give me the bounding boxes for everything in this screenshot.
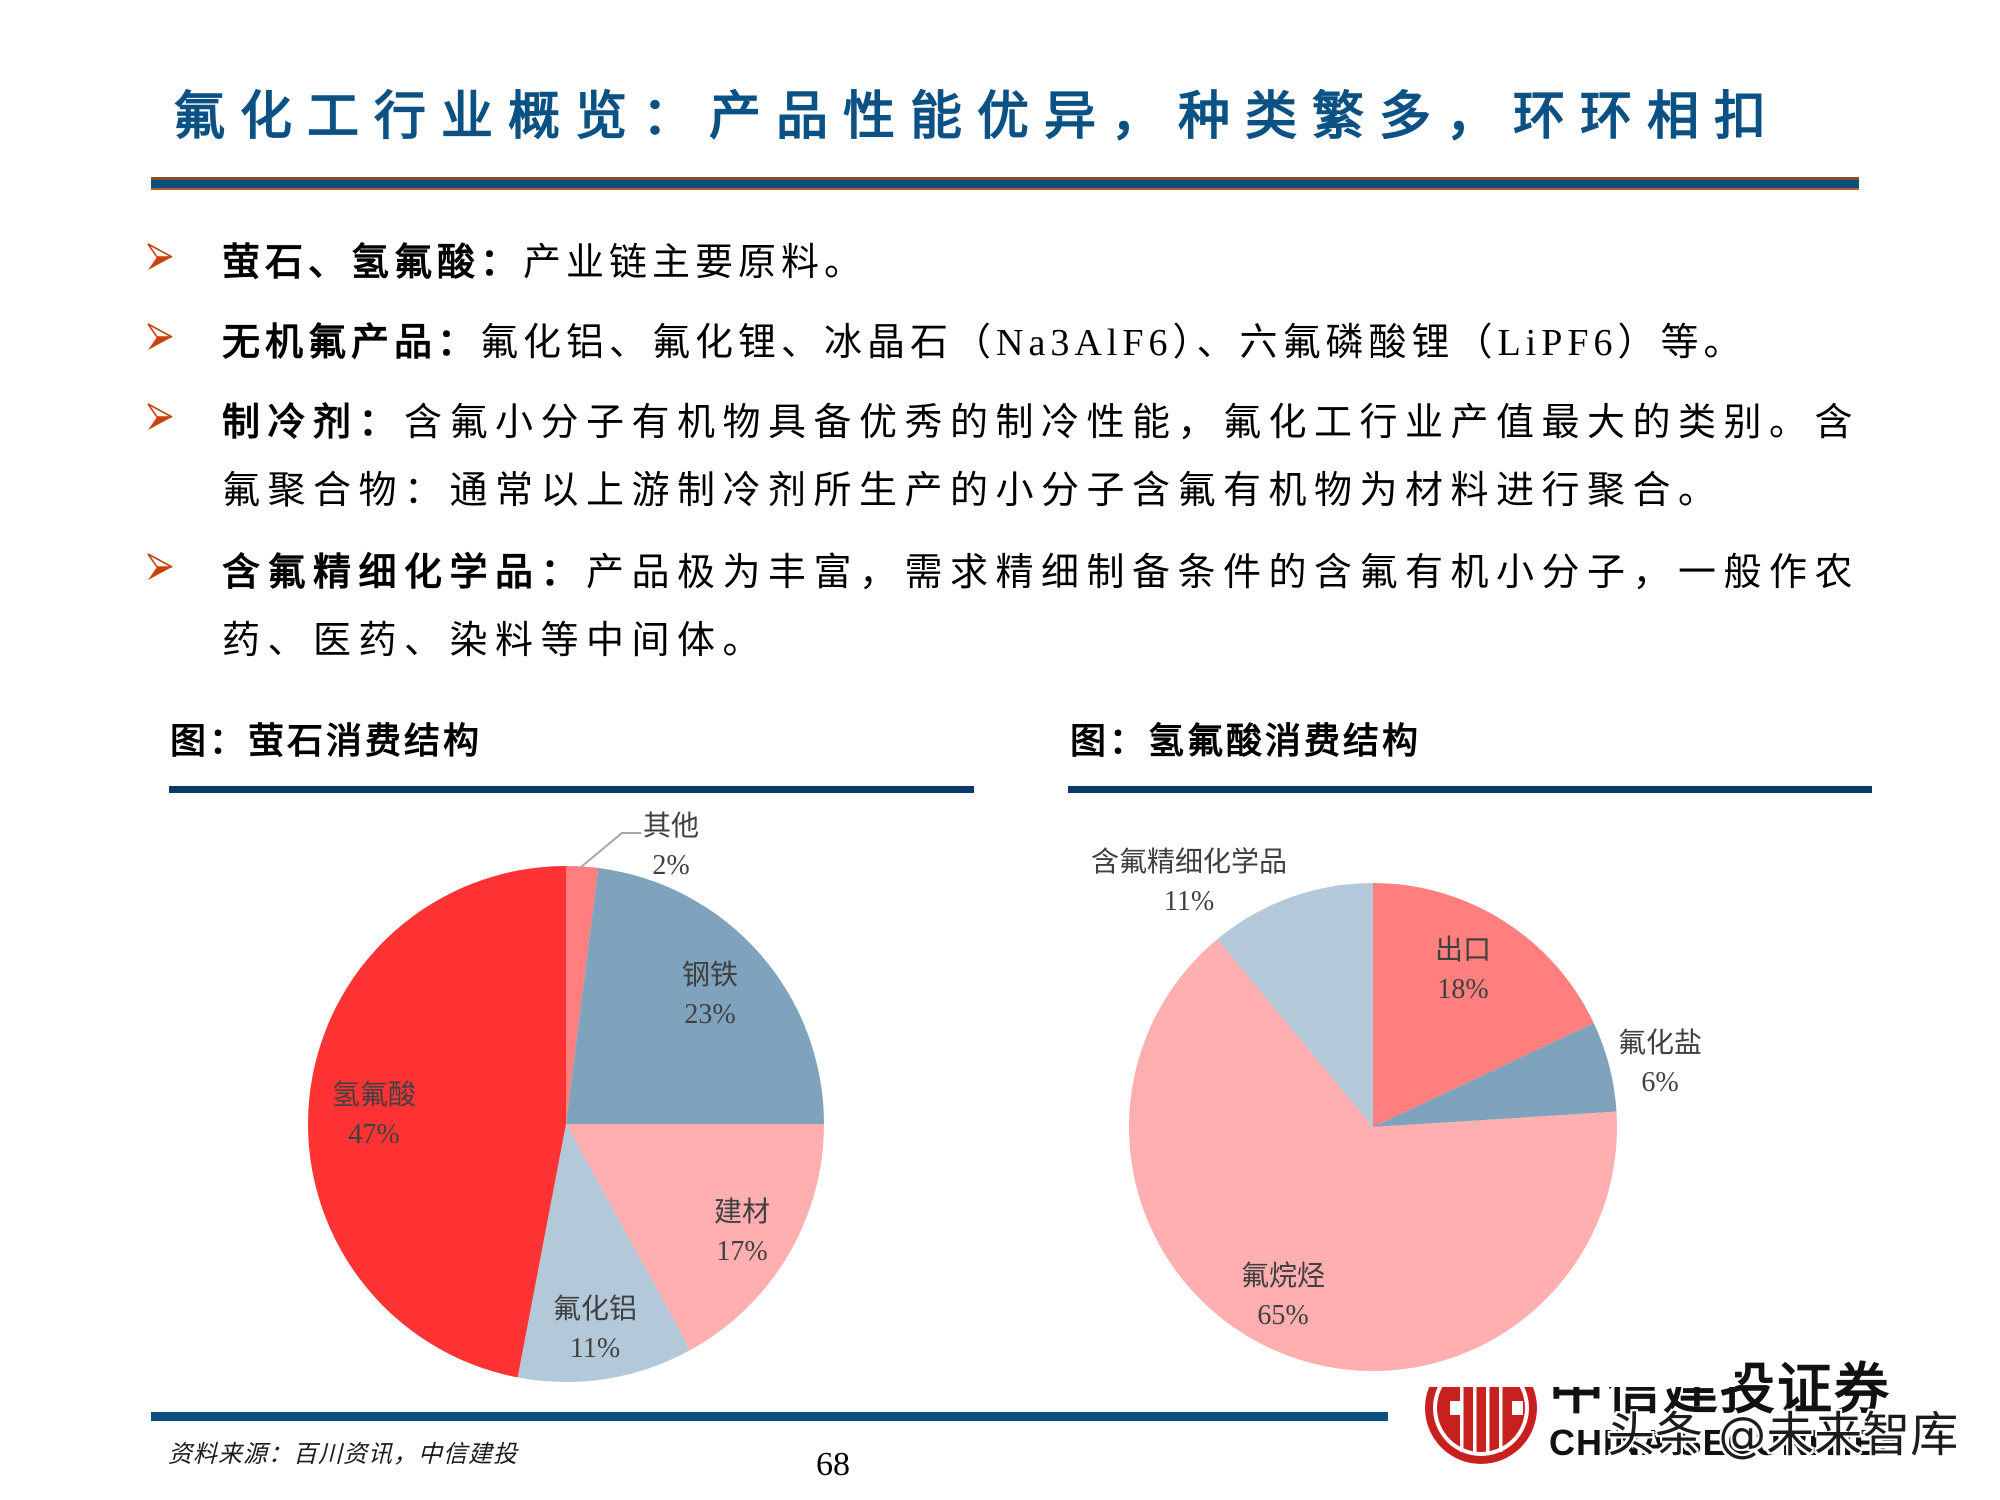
logo-name-en: CHINA SECURITIES — [1549, 1422, 1904, 1463]
arrow-bullet-icon — [147, 553, 173, 580]
pie-label: 氢氟酸 47% — [332, 1076, 416, 1154]
bullet-content: 含氟小分子有机物具备优秀的制冷性能，氟化工行业产值最大的类别。含 — [404, 402, 1861, 444]
bullet-continuation: 氟聚合物：通常以上游制冷剂所生产的小分子含氟有机物为材料进行聚合。 — [222, 470, 1724, 512]
pie-label: 建材 17% — [714, 1193, 770, 1271]
chart-title-hf: 图：氢氟酸消费结构 — [1070, 721, 1422, 762]
arrow-bullet-icon — [147, 323, 173, 350]
slice-percent: 11% — [1163, 886, 1215, 917]
slice-percent: 6% — [1641, 1067, 1679, 1098]
slice-percent: 23% — [684, 999, 736, 1030]
pie-label: 含氟精细化学品 11% — [1091, 843, 1287, 921]
footer-divider — [151, 1412, 1388, 1421]
slice-name: 建材 — [713, 1197, 771, 1228]
bullet-item: 萤石、氢氟酸：产业链主要原料。 — [147, 229, 1907, 297]
pie-label: 氟化盐 6% — [1618, 1024, 1702, 1102]
pie-slice — [566, 866, 599, 1124]
page-number: 68 — [816, 1446, 850, 1483]
chart-title-fluorite: 图：萤石消费结构 — [170, 721, 483, 762]
bullet-content: 氟化铝、氟化锂、冰晶石（Na3AlF6）、六氟磷酸锂（LiPF6）等。 — [480, 322, 1747, 364]
slice-name: 钢铁 — [681, 960, 739, 991]
slice-name: 含氟精细化学品 — [1090, 847, 1288, 878]
slice-percent: 2% — [652, 850, 690, 881]
chart-backdrop — [1380, 1330, 1735, 1387]
bullet-text: 萤石、氢氟酸：产业链主要原料。 — [222, 229, 867, 297]
bullet-label: 含氟精细化学品： — [222, 552, 587, 594]
bullet-item: 制冷剂：含氟小分子有机物具备优秀的制冷性能，氟化工行业产值最大的类别。含 氟聚合… — [147, 389, 1907, 512]
slice-percent: 17% — [716, 1236, 768, 1267]
slice-name: 氢氟酸 — [331, 1080, 417, 1111]
bullet-text: 含氟精细化学品：产品极为丰富，需求精细制备条件的含氟有机小分子，一般作农 药、医… — [222, 539, 1860, 675]
bullet-label: 萤石、氢氟酸： — [222, 242, 524, 284]
bullet-item: 含氟精细化学品：产品极为丰富，需求精细制备条件的含氟有机小分子，一般作农 药、医… — [147, 539, 1907, 662]
arrow-bullet-icon — [147, 403, 173, 430]
slice-name: 氟化铝 — [552, 1294, 638, 1325]
source-note: 资料来源：百川资讯，中信建投 — [168, 1442, 518, 1468]
bullet-label: 无机氟产品： — [222, 322, 481, 364]
bullet-continuation: 药、医药、染料等中间体。 — [222, 620, 769, 662]
leader-line — [580, 832, 641, 868]
slice-name: 出口 — [1434, 935, 1492, 966]
slice-name: 氟化盐 — [1617, 1028, 1703, 1059]
pie-label: 钢铁 23% — [682, 956, 738, 1034]
slice-percent: 47% — [348, 1119, 400, 1150]
bullet-content: 产品极为丰富，需求精细制备条件的含氟有机小分子，一般作农 — [586, 552, 1861, 594]
bullet-label: 制冷剂： — [222, 402, 405, 444]
arrow-bullet-icon — [147, 243, 173, 270]
pie-slice — [1129, 938, 1618, 1371]
pie-label: 出口 18% — [1435, 931, 1491, 1009]
slice-name: 氟烷烃 — [1240, 1261, 1326, 1292]
title-divider — [151, 177, 1859, 190]
pie-slice — [1373, 1023, 1617, 1127]
chart-title-divider — [1068, 786, 1872, 793]
slice-percent: 11% — [569, 1333, 621, 1364]
bullet-text: 制冷剂：含氟小分子有机物具备优秀的制冷性能，氟化工行业产值最大的类别。含 氟聚合… — [222, 389, 1860, 525]
slice-percent: 18% — [1437, 974, 1489, 1005]
pie-label: 其他 2% — [643, 807, 699, 885]
bullet-item: 无机氟产品：氟化铝、氟化锂、冰晶石（Na3AlF6）、六氟磷酸锂（LiPF6）等… — [147, 309, 1907, 377]
slice-percent: 65% — [1257, 1300, 1309, 1331]
bullet-text: 无机氟产品：氟化铝、氟化锂、冰晶石（Na3AlF6）、六氟磷酸锂（LiPF6）等… — [222, 309, 1747, 377]
bullet-content: 产业链主要原料。 — [523, 242, 868, 284]
page-title: 氟化工行业概览：产品性能优异，种类繁多，环环相扣 — [173, 87, 1782, 147]
watermark: 头条 @未来智库 — [1607, 1407, 1959, 1463]
pie-label: 氟化铝 11% — [553, 1290, 637, 1368]
pie-label: 氟烷烃 65% — [1241, 1257, 1325, 1335]
chart-title-divider — [169, 786, 974, 793]
slice-name: 其他 — [642, 811, 700, 842]
pie-chart-hf — [1129, 883, 1618, 1371]
